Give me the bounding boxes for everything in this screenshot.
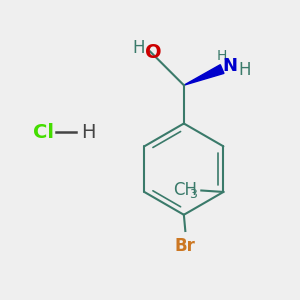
Text: H: H: [217, 49, 227, 63]
Text: H: H: [132, 39, 145, 57]
Text: O: O: [145, 43, 161, 62]
Text: H: H: [81, 123, 95, 142]
Text: 3: 3: [189, 188, 197, 201]
Polygon shape: [184, 65, 224, 85]
Text: CH: CH: [173, 181, 197, 199]
Text: N: N: [222, 57, 237, 75]
Text: H: H: [238, 61, 250, 80]
Text: Cl: Cl: [33, 123, 54, 142]
Text: Br: Br: [175, 237, 196, 255]
